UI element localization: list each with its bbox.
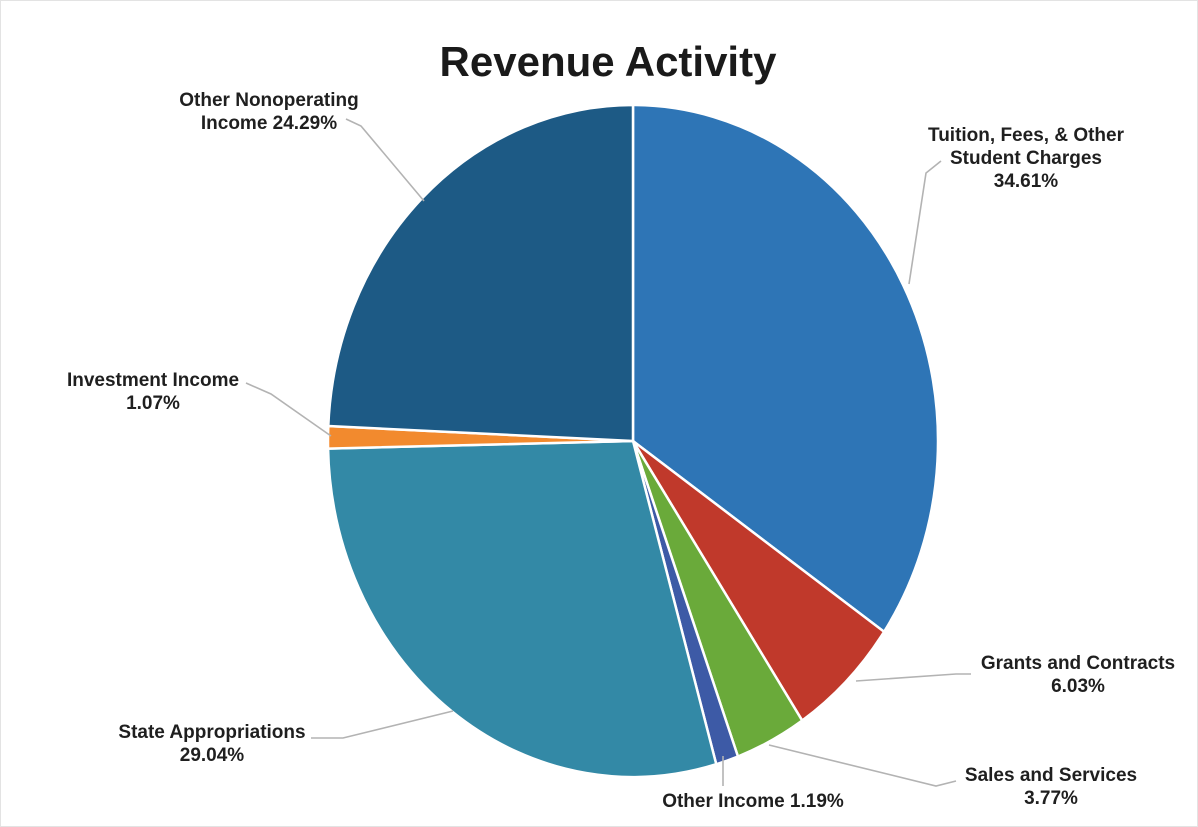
slice-label: Grants and Contracts 6.03%	[981, 653, 1175, 697]
slice-label: State Appropriations 29.04%	[118, 722, 305, 766]
pie-slice-tuition-fees-other-student-charges	[631, 103, 940, 634]
slice-label-line: Tuition, Fees, & Other	[928, 125, 1125, 146]
leader-line	[855, 673, 971, 682]
pie-slice-other-nonoperating-income	[327, 103, 635, 443]
slice-label: Tuition, Fees, & Other Student Charges 34.…	[928, 125, 1125, 192]
chart-title: Revenue Activity	[440, 38, 778, 85]
slice-label: Investment Income 1.07%	[67, 370, 239, 414]
leader-line	[908, 160, 942, 285]
slice-label: Other Nonoperating Income 24.29%	[179, 90, 358, 134]
slice-label-line: State Appropriations	[118, 722, 305, 743]
slice-label-line: 1.07%	[126, 393, 180, 414]
slice-label-line: Other Nonoperating	[179, 90, 358, 111]
pie-slices	[326, 103, 940, 779]
slice-label-line: Other Income 1.19%	[662, 791, 844, 812]
leader-line	[345, 118, 425, 202]
leader-line	[245, 382, 332, 437]
slice-label: Sales and Services 3.77%	[965, 765, 1137, 809]
leader-lines	[245, 118, 971, 787]
slice-label-line: 29.04%	[180, 745, 245, 766]
slice-label-line: Income 24.29%	[201, 113, 337, 134]
slice-label-line: Student Charges	[950, 148, 1102, 169]
leader-line	[768, 744, 957, 787]
slice-label-line: 6.03%	[1051, 676, 1105, 697]
slice-labels: Tuition, Fees, & Other Student Charges 34.…	[67, 90, 1175, 812]
slice-label-line: 34.61%	[994, 171, 1059, 192]
slice-label-line: 3.77%	[1024, 788, 1078, 809]
pie-slice-grants-and-contracts	[631, 440, 886, 723]
slice-label-line: Grants and Contracts	[981, 653, 1175, 674]
leader-line	[311, 710, 454, 739]
slice-label: Other Income 1.19%	[662, 791, 844, 812]
slice-label-line: Sales and Services	[965, 765, 1137, 786]
slice-label-line: Investment Income	[67, 370, 239, 391]
